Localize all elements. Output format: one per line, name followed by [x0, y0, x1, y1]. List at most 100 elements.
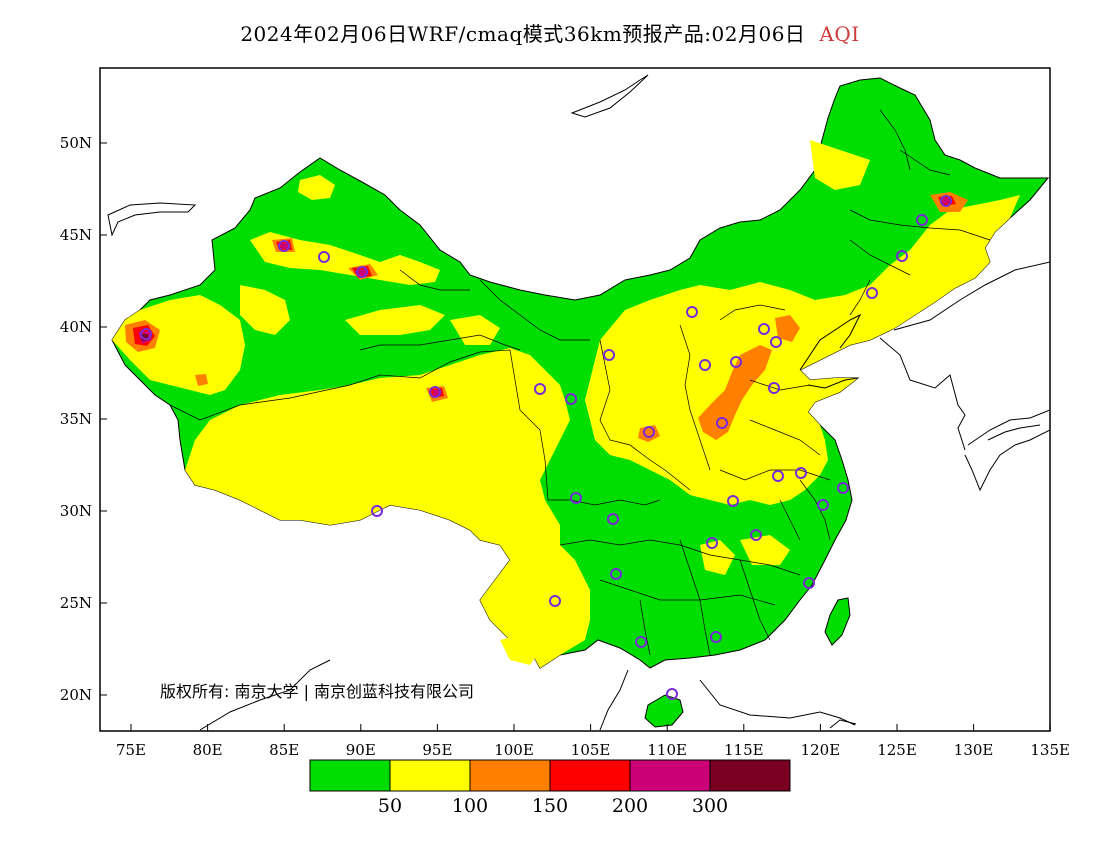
station-markers [140, 195, 952, 700]
station-marker [706, 537, 718, 549]
lat-tick-label: 20N [60, 686, 92, 704]
station-marker [603, 349, 615, 361]
legend-swatch [389, 759, 471, 792]
station-marker [607, 513, 619, 525]
yellow-blob-5 [810, 140, 870, 190]
lon-tick-label: 100E [494, 741, 534, 759]
station-marker [803, 577, 815, 589]
lon-tick-label: 115E [724, 741, 764, 759]
station-marker [770, 336, 782, 348]
station-marker [643, 426, 655, 438]
map-title: 2024年02月06日WRF/cmaq模式36km预报产品:02月06日 AQI [0, 18, 1100, 47]
purple-xj-north [280, 243, 288, 249]
legend-label: 150 [532, 795, 568, 817]
station-marker [140, 328, 152, 340]
legend-swatch [309, 759, 391, 792]
orange-hebei-henan [698, 345, 772, 440]
aqi-field [111, 77, 1050, 728]
lat-tick-label: 45N [60, 226, 92, 244]
station-marker [716, 417, 728, 429]
lat-tick-label: 40N [60, 318, 92, 336]
orange-wuhan [638, 425, 660, 442]
station-marker [730, 356, 742, 368]
lon-tick-label: 105E [571, 741, 611, 759]
station-marker [940, 195, 952, 207]
orange-south-xinjiang [195, 374, 208, 386]
lon-tick-label: 80E [193, 741, 223, 759]
station-marker [534, 383, 546, 395]
map-frame [99, 67, 1051, 732]
bohai-coast [799, 313, 862, 389]
lat-tick-label: 35N [60, 410, 92, 428]
aqi-legend: 50 100 150 200 300 [309, 759, 791, 817]
lon-tick-label: 125E [877, 741, 917, 759]
yellow-blob-3 [345, 305, 445, 335]
yellow-blob-8 [500, 635, 540, 665]
lon-tick-label: 130E [954, 741, 994, 759]
yellow-blob-4 [450, 315, 500, 345]
yellow-blob-6 [700, 540, 735, 575]
station-marker [772, 470, 784, 482]
map-area: 版权所有: 南京大学 | 南京创蓝科技有限公司 [107, 74, 1050, 731]
lon-tick-label: 120E [801, 741, 841, 759]
station-marker [318, 251, 330, 263]
province-borders [169, 109, 991, 656]
station-marker [549, 595, 561, 607]
lat-tick-label: 50N [60, 134, 92, 152]
station-marker [916, 214, 928, 226]
latitude-axis: 20N 25N 30N 35N 40N 45N 50N [60, 134, 107, 704]
lon-tick-label: 135E [1030, 741, 1070, 759]
station-marker [710, 631, 722, 643]
station-marker [570, 492, 582, 504]
yellow-blob-7 [740, 535, 790, 565]
hainan-island [644, 694, 684, 728]
lon-tick-label: 85E [269, 741, 299, 759]
longitude-axis: 75E 80E 85E 90E 95E 100E 105E 110E 115E 120E 125E 1… [116, 724, 1070, 759]
yellow-xinjiang-west [112, 295, 245, 395]
station-marker [610, 568, 622, 580]
lat-tick-label: 30N [60, 502, 92, 520]
station-marker [837, 482, 849, 494]
lon-tick-label: 110E [647, 741, 687, 759]
yellow-tibet [185, 348, 590, 668]
station-marker [768, 382, 780, 394]
lon-tick-label: 95E [422, 741, 452, 759]
station-marker [817, 499, 829, 511]
station-marker [429, 386, 441, 398]
title-variable: AQI [819, 22, 860, 46]
legend-swatch [629, 759, 711, 792]
legend-label: 200 [612, 795, 648, 817]
title-main: 2024年02月06日WRF/cmaq模式36km预报产品:02月06日 [240, 22, 806, 46]
yellow-xinjiang-north [250, 232, 440, 285]
legend-swatch [469, 759, 551, 792]
station-marker [896, 250, 908, 262]
station-marker [750, 529, 762, 541]
legend-swatch [549, 759, 631, 792]
station-marker [666, 688, 678, 700]
station-marker [866, 287, 878, 299]
legend-swatch [709, 759, 791, 792]
station-marker [565, 393, 577, 405]
purple-urumqi [356, 269, 367, 276]
yellow-blob-2 [240, 285, 290, 335]
station-marker [635, 636, 647, 648]
outside-coastlines [107, 74, 1050, 731]
yellow-north-china [585, 195, 1020, 505]
station-marker [686, 306, 698, 318]
station-marker [371, 505, 383, 517]
legend-label: 300 [692, 795, 728, 817]
legend-label: 50 [378, 795, 402, 817]
lat-tick-label: 25N [60, 594, 92, 612]
station-marker [758, 323, 770, 335]
orange-beijing-tianjin [775, 315, 800, 342]
station-marker [278, 240, 290, 252]
taiwan-island [824, 597, 851, 646]
lon-tick-label: 75E [116, 741, 146, 759]
copyright-text: 版权所有: 南京大学 | 南京创蓝科技有限公司 [160, 682, 474, 701]
lon-tick-label: 90E [346, 741, 376, 759]
station-marker [727, 495, 739, 507]
purple-northeast [942, 198, 952, 204]
legend-label: 100 [452, 795, 488, 817]
station-marker [356, 266, 368, 278]
